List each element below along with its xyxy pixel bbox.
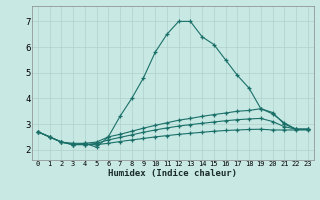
X-axis label: Humidex (Indice chaleur): Humidex (Indice chaleur): [108, 169, 237, 178]
